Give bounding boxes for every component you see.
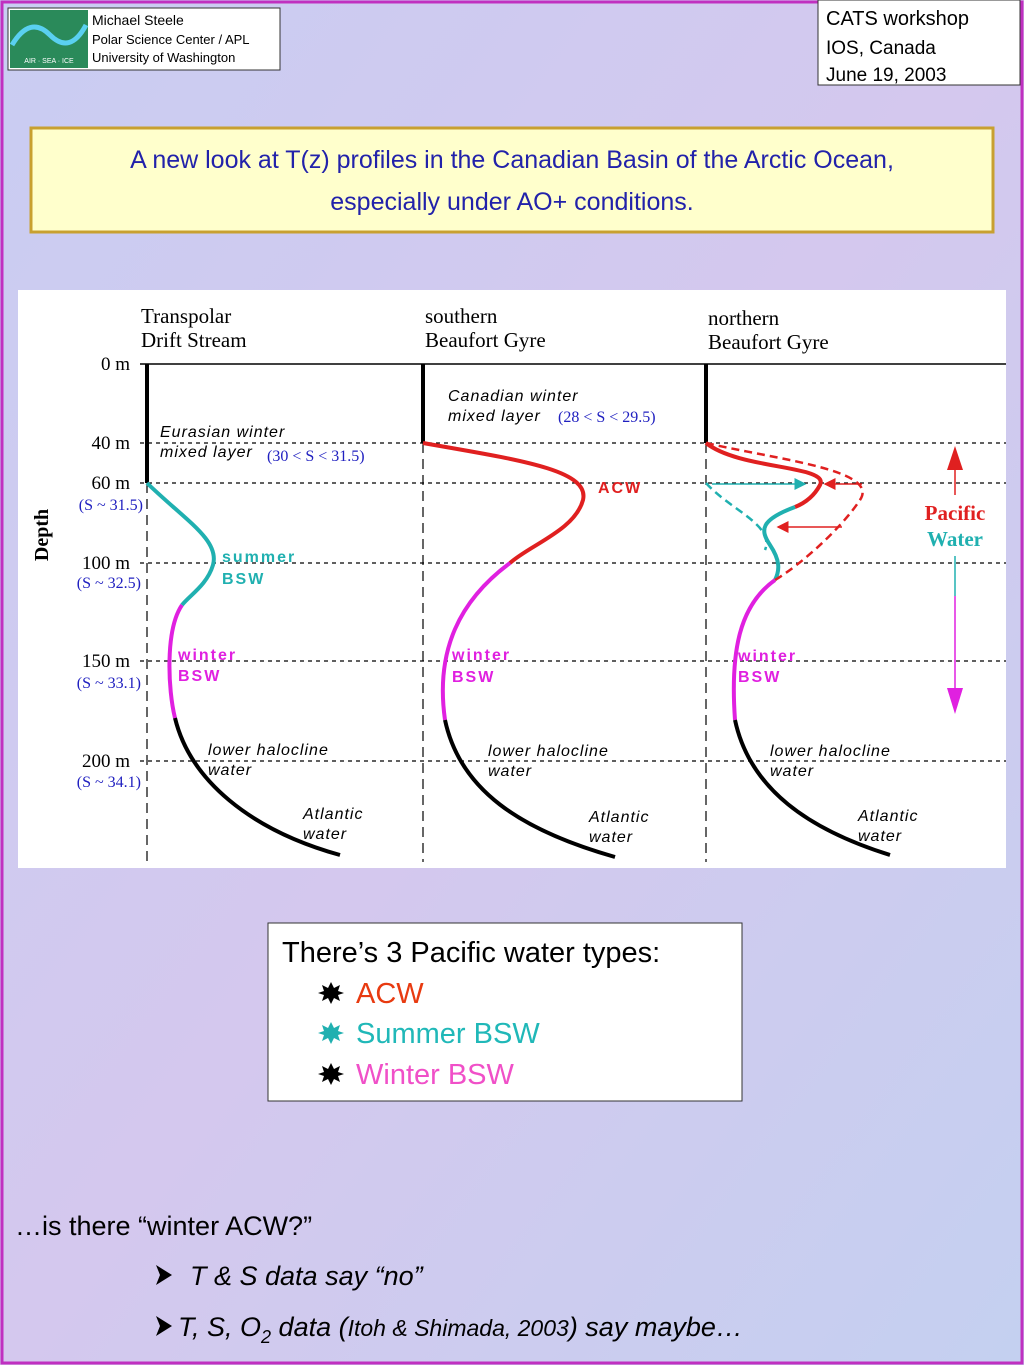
profile-deep <box>733 719 891 857</box>
salinity-label: (S ~ 31.5) <box>79 497 143 514</box>
event-place: IOS, Canada <box>826 38 936 59</box>
column-title: Drift Stream <box>141 328 247 352</box>
author-affiliation: Polar Science Center / APL <box>92 32 250 47</box>
salinity-label: (28 < S < 29.5) <box>558 409 656 426</box>
annotation: water <box>208 762 252 779</box>
profile-deep <box>443 719 616 859</box>
axis-label: Depth <box>31 509 53 561</box>
salinity-label: (S ~ 34.1) <box>77 774 141 791</box>
profile-winter-bsw <box>731 578 777 721</box>
logo-wave <box>9 23 89 47</box>
column-title: northern <box>708 306 780 330</box>
bullet <box>318 1063 344 1085</box>
annotation: lower halocline <box>488 743 609 760</box>
text: data ( <box>271 1312 351 1342</box>
diagram-bg <box>18 290 1006 868</box>
annotation: ACW <box>598 480 642 497</box>
legend-heading: There’s 3 Pacific water types: <box>282 937 660 969</box>
event-box <box>817 0 1021 86</box>
depth-label: 40 m <box>91 433 130 454</box>
annotation: winter <box>737 648 797 665</box>
profile-alt <box>705 441 864 582</box>
event-date: June 19, 2003 <box>826 65 946 86</box>
pacific-label: Pacific <box>925 501 986 525</box>
title-box <box>29 126 995 234</box>
bullet <box>156 1316 172 1336</box>
text: ) say maybe… <box>566 1312 743 1342</box>
column-title: Beaufort Gyre <box>708 330 829 354</box>
logo-text: AIR · SEA · ICE <box>24 58 74 65</box>
citation: Itoh & Shimada, 2003 <box>348 1315 569 1341</box>
profile-acw <box>422 441 586 565</box>
annotation: Atlantic <box>302 806 363 823</box>
annotation: BSW <box>738 669 781 686</box>
depth-label: 200 m <box>82 751 130 772</box>
bullet <box>318 1022 344 1044</box>
event-name: CATS workshop <box>826 8 969 30</box>
annotation: winter <box>451 647 511 664</box>
depth-label: 100 m <box>82 553 130 574</box>
profile-summer-bsw <box>145 481 216 607</box>
annotation: water <box>488 763 532 780</box>
annotation: water <box>770 763 814 780</box>
annotation: lower halocline <box>208 742 329 759</box>
profile-winter-bsw <box>440 561 512 721</box>
salinity-label: (S ~ 32.5) <box>77 575 141 592</box>
bullet <box>318 982 344 1004</box>
profile-summer-bsw <box>762 505 796 581</box>
footer-question: …is there “winter ACW?” <box>15 1211 312 1241</box>
arrowhead <box>947 446 963 470</box>
subscript: 2 <box>260 1327 271 1347</box>
annotation: BSW <box>452 669 495 686</box>
title: especially under AO+ conditions. <box>330 188 693 216</box>
annotation: mixed layer <box>448 408 541 425</box>
profile-deep <box>173 717 341 857</box>
arrowhead <box>947 688 963 714</box>
text: T, S, O <box>178 1312 261 1342</box>
bullet <box>156 1265 172 1285</box>
diagram: Transpolar Drift Stream southern Beaufor… <box>18 290 1006 868</box>
annotation: BSW <box>178 668 221 685</box>
legend-item: ACW <box>356 978 424 1010</box>
annotation: water <box>589 829 633 846</box>
profile-winter-bsw <box>167 603 184 719</box>
author-name: Michael Steele <box>92 12 184 28</box>
annotation: Atlantic <box>588 809 649 826</box>
annotation: lower halocline <box>770 743 891 760</box>
column-title: southern <box>425 304 498 328</box>
salinity-label: (S ~ 33.1) <box>77 675 141 692</box>
annotation: summer <box>222 549 296 566</box>
profile-acw <box>704 441 823 509</box>
column-title: Beaufort Gyre <box>425 328 546 352</box>
annotation: Canadian winter <box>448 388 579 405</box>
profile-alt <box>705 482 768 551</box>
footer-line: T & S data say “no” <box>190 1261 424 1291</box>
annotation: mixed layer <box>160 444 253 461</box>
depth-label: 60 m <box>91 473 130 494</box>
author-affiliation: University of Washington <box>92 50 235 65</box>
annotation: BSW <box>222 571 265 588</box>
annotation: Atlantic <box>857 808 918 825</box>
depth-label: 0 m <box>101 354 130 375</box>
footer-line: T, S, O2 data (Itoh & Shimada, 2003) say… <box>178 1312 743 1347</box>
legend-item: Summer BSW <box>356 1018 540 1050</box>
legend-box <box>267 922 743 1102</box>
depth-label: 150 m <box>82 651 130 672</box>
legend-item: Winter BSW <box>356 1059 515 1091</box>
salinity-label: (30 < S < 31.5) <box>267 448 365 465</box>
annotation: water <box>303 826 347 843</box>
column-title: Transpolar <box>141 304 231 328</box>
annotation: water <box>858 828 902 845</box>
annotation: Eurasian winter <box>160 424 285 441</box>
annotation: winter <box>177 647 237 664</box>
pacific-label: Water <box>927 527 983 551</box>
title: A new look at T(z) profiles in the Canad… <box>130 146 894 174</box>
